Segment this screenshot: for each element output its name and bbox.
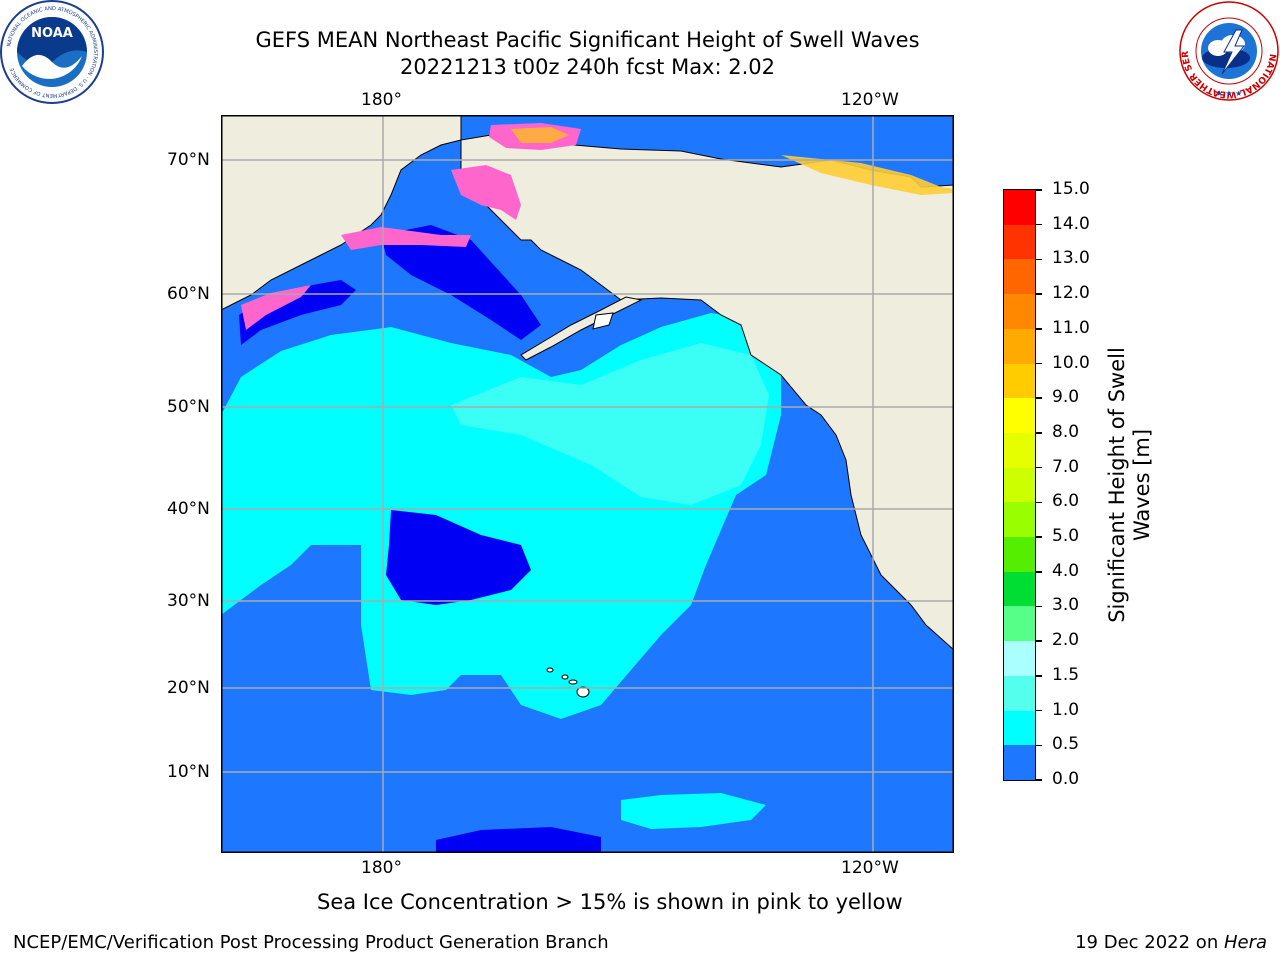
noaa-wordmark: NOAA	[31, 26, 73, 41]
footer-left: NCEP/EMC/Verification Post Processing Pr…	[13, 932, 609, 953]
colorbar-tick	[1035, 675, 1042, 677]
land-kodiak	[592, 312, 614, 330]
colorbar-tick	[1035, 466, 1042, 469]
colorbar-tick	[1035, 640, 1042, 642]
colorbar-tick-label: 1.0	[1052, 699, 1080, 720]
footer-date: 19 Dec 2022 on	[1075, 932, 1224, 953]
map-panel	[221, 115, 954, 853]
colorbar-tick	[1035, 709, 1042, 712]
colorbar-tick-label: 5.0	[1052, 526, 1080, 547]
footer-host: Hera	[1223, 932, 1267, 953]
lat-label-50n: 50°N	[167, 397, 210, 417]
map-title: GEFS MEAN Northeast Pacific Significant …	[255, 28, 920, 52]
lat-label-60n: 60°N	[167, 284, 210, 304]
colorbar-tick-label: 4.0	[1052, 560, 1080, 581]
colorbar-segment	[1004, 224, 1035, 260]
colorbar-segment	[1004, 745, 1035, 780]
colorbar-segment	[1004, 398, 1035, 433]
hawaii-islands	[546, 667, 590, 698]
colorbar-tick	[1035, 744, 1042, 747]
colorbar-segment	[1004, 675, 1035, 711]
land-north	[221, 115, 954, 651]
lon-label-top-120w: 120°W	[841, 90, 899, 110]
colorbar-tick	[1035, 258, 1042, 261]
colorbar-segment	[1004, 537, 1035, 572]
colorbar-tick-label: 8.0	[1052, 421, 1080, 442]
lat-label-70n: 70°N	[167, 150, 210, 170]
colorbar-segment	[1004, 259, 1035, 295]
colorbar-segment	[1004, 641, 1035, 676]
swell-region-deep-blue	[386, 510, 531, 605]
swell-region-cyan-south	[621, 793, 766, 829]
map-subtitle: 20221213 t00z 240h fcst Max: 2.02	[400, 55, 775, 79]
colorbar-tick-label: 12.0	[1052, 283, 1090, 304]
colorbar-segment	[1004, 328, 1035, 364]
map-frame	[221, 115, 954, 853]
colorbar-tick-label: 2.0	[1052, 630, 1080, 651]
colorbar-segment	[1004, 502, 1035, 538]
colorbar-segment	[1004, 190, 1035, 225]
colorbar-tick-label: 7.0	[1052, 456, 1080, 477]
colorbar-tick-label: 1.5	[1052, 664, 1080, 685]
swell-region-cyan-light	[451, 343, 769, 505]
swell-region-deep-blue-south	[436, 827, 601, 853]
swell-region-deep-blue-bering	[381, 225, 541, 340]
colorbar-segment	[1004, 294, 1035, 329]
svg-text:★ ★ ★: ★ ★ ★	[1216, 89, 1243, 98]
lon-label-bottom-120w: 120°W	[841, 858, 899, 878]
lon-label-bottom-180: 180°	[361, 858, 402, 878]
swell-region-cyan-west	[251, 337, 391, 425]
lon-label-top-180: 180°	[361, 90, 402, 110]
nws-logo: NATIONAL WEATHER SERVICE ★ ★ ★	[1178, 0, 1279, 101]
colorbar-tick-label: 3.0	[1052, 595, 1080, 616]
colorbar-tick-label: 15.0	[1052, 179, 1090, 199]
colorbar-tick-label: 13.0	[1052, 248, 1090, 269]
colorbar-tick	[1035, 779, 1042, 781]
colorbar-tick-label: 6.0	[1052, 491, 1080, 512]
colorbar-segment	[1004, 432, 1035, 468]
colorbar-tick	[1035, 605, 1042, 608]
colorbar-tick	[1035, 362, 1042, 365]
colorbar-label-line2: Waves [m]	[1130, 428, 1154, 542]
lat-label-30n: 30°N	[167, 591, 210, 611]
colorbar-tick-label: 11.0	[1052, 317, 1090, 338]
colorbar-label-line1: Significant Height of Swell	[1105, 347, 1129, 623]
colorbar-tick	[1035, 189, 1042, 191]
colorbar-segment	[1004, 467, 1035, 503]
graticule	[221, 115, 954, 853]
colorbar	[1003, 189, 1036, 781]
lat-label-20n: 20°N	[167, 678, 210, 698]
colorbar-tick-label: 10.0	[1052, 352, 1090, 373]
lat-label-10n: 10°N	[167, 762, 210, 782]
colorbar-tick-label: 0.0	[1052, 769, 1080, 789]
colorbar-segment	[1004, 710, 1035, 746]
colorbar-tick	[1035, 501, 1042, 504]
colorbar-tick-label: 14.0	[1052, 213, 1090, 234]
colorbar-tick	[1035, 293, 1042, 295]
colorbar-tick	[1035, 571, 1042, 573]
sea-ice-note: Sea Ice Concentration > 15% is shown in …	[317, 890, 903, 914]
colorbar-segment	[1004, 606, 1035, 642]
swell-region-deep-blue-north	[239, 280, 356, 345]
colorbar-tick	[1035, 536, 1042, 538]
lat-label-40n: 40°N	[167, 499, 210, 519]
colorbar-tick	[1035, 328, 1042, 330]
colorbar-tick	[1035, 432, 1042, 434]
land-siberia	[221, 115, 462, 311]
colorbar-tick	[1035, 223, 1042, 226]
colorbar-tick	[1035, 397, 1042, 399]
footer-right: 19 Dec 2022 on Hera	[1075, 932, 1267, 953]
colorbar-label: Significant Height of Swell Waves [m]	[1105, 347, 1155, 623]
colorbar-segment	[1004, 571, 1035, 607]
noaa-logo: NOAA NATIONAL OCEANIC AND ATMOSPHERIC AD…	[0, 0, 104, 104]
colorbar-segment	[1004, 363, 1035, 399]
sea-ice	[241, 123, 954, 330]
colorbar-tick-label: 9.0	[1052, 387, 1080, 408]
colorbar-tick-label: 0.5	[1052, 734, 1080, 755]
